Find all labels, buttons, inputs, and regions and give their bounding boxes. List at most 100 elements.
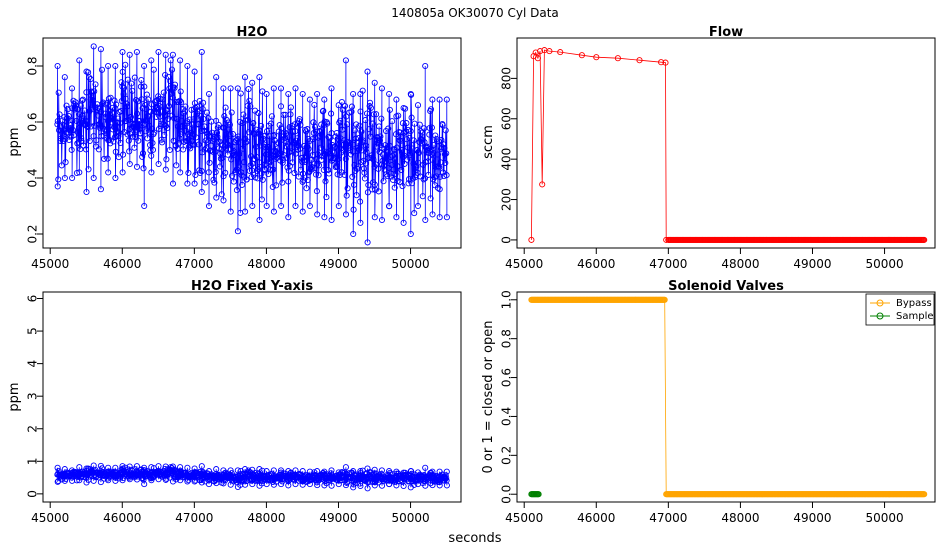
data-point (90, 106, 97, 113)
data-point (372, 186, 379, 193)
data-point (184, 180, 191, 187)
data-point (230, 149, 237, 157)
data-point (408, 91, 415, 98)
data-point (378, 216, 386, 224)
data-point (109, 104, 116, 111)
data-point (277, 85, 285, 92)
data-point (97, 479, 104, 486)
data-point (258, 122, 265, 129)
data-point (177, 169, 184, 176)
data-point (85, 74, 93, 81)
data-point (299, 90, 306, 98)
data-point (119, 68, 126, 75)
data-point (363, 110, 371, 117)
data-point (262, 143, 269, 151)
data-point (213, 194, 220, 201)
data-point (430, 150, 437, 157)
data-point (189, 130, 196, 137)
x-tick-label: 50000 (391, 511, 429, 525)
y-axis-label: ppm (7, 382, 22, 411)
data-point (442, 476, 449, 483)
data-point (168, 90, 175, 97)
data-point (149, 139, 156, 147)
data-point (410, 137, 417, 144)
data-point (408, 468, 415, 475)
data-point (166, 146, 173, 154)
data-point (276, 121, 283, 129)
data-point (55, 176, 62, 183)
data-point (234, 228, 241, 235)
data-point (399, 120, 406, 127)
data-point (155, 48, 162, 56)
data-point (239, 145, 246, 152)
data-point (177, 57, 184, 64)
data-point (277, 150, 284, 157)
data-point (136, 126, 143, 133)
data-point (211, 179, 218, 186)
x-tick-label: 45000 (505, 257, 543, 271)
data-point (110, 110, 117, 117)
data-point (414, 102, 422, 109)
data-point (220, 124, 227, 131)
data-point (171, 81, 179, 88)
data-point (400, 219, 407, 226)
data-point (415, 149, 422, 157)
data-point (112, 148, 119, 155)
data-point (247, 103, 254, 110)
data-point (414, 146, 421, 154)
data-point (334, 163, 341, 170)
data-point (195, 141, 202, 148)
data-point (292, 202, 299, 210)
data-point (357, 468, 364, 475)
data-point (107, 115, 115, 122)
data-point (279, 159, 286, 166)
data-point (357, 480, 364, 487)
data-point (295, 173, 302, 180)
data-point (305, 145, 312, 152)
data-point (335, 135, 342, 143)
data-point (69, 117, 76, 124)
data-point (133, 48, 140, 56)
data-point (205, 202, 213, 210)
data-point (283, 130, 290, 137)
data-point (436, 186, 443, 193)
data-point (395, 112, 402, 119)
data-point (95, 146, 102, 153)
data-point (101, 110, 109, 117)
data-point (441, 145, 448, 152)
data-point (306, 202, 313, 210)
data-point (377, 133, 384, 140)
data-point (296, 116, 303, 123)
data-point (97, 46, 104, 53)
data-point (119, 48, 126, 56)
data-point (384, 148, 391, 155)
data-point (269, 167, 276, 174)
data-point (58, 162, 65, 169)
data-point (206, 132, 213, 140)
data-point (407, 128, 414, 135)
data-point (226, 121, 233, 128)
data-point (139, 153, 146, 160)
data-point (127, 113, 134, 121)
data-point (215, 121, 222, 128)
data-point (363, 142, 370, 149)
data-point (227, 131, 234, 138)
y-tick-label: 0.4 (500, 407, 514, 426)
data-point (256, 466, 263, 473)
data-point (227, 85, 234, 92)
data-point (96, 121, 103, 128)
data-point (352, 167, 359, 174)
data-point (184, 464, 191, 471)
data-point (235, 133, 242, 140)
data-point (216, 138, 223, 145)
data-point (137, 83, 144, 90)
data-point (112, 62, 119, 70)
data-point (253, 126, 260, 133)
data-point (292, 467, 299, 474)
data-point (546, 48, 553, 55)
data-point (398, 146, 405, 154)
data-point (56, 111, 63, 118)
data-point (230, 178, 237, 185)
y-tick-label: 0.8 (500, 329, 514, 348)
y-tick-label: 0.4 (26, 168, 40, 187)
